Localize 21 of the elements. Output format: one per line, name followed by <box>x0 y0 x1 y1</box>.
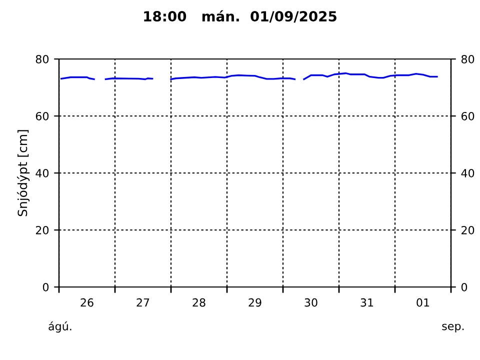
y2-tick-label: 80 <box>461 54 474 64</box>
text: sep. <box>442 324 464 332</box>
x-tick-label: 30 <box>304 298 318 307</box>
y-tick-label: 20 <box>36 226 49 234</box>
y2-tick-label: 40 <box>461 168 474 178</box>
y2-tick-label: 20 <box>462 226 474 234</box>
y-tick-label: 80 <box>36 54 49 64</box>
x-tick-label: 26 <box>80 298 94 307</box>
x-tick-label: 31 <box>360 298 374 307</box>
x-tick-label: 29 <box>248 298 262 307</box>
x-tick-label: 28 <box>192 298 206 307</box>
y-tick-label: 60 <box>36 112 49 120</box>
y2-tick-label: 60 <box>462 112 474 120</box>
x-tick-label: 01 <box>416 298 430 307</box>
x-tick-label: 27 <box>136 298 150 307</box>
chart-title: 18:00 mán. 01/09/2025 <box>144 10 336 23</box>
y2-tick-label: 0 <box>461 282 468 292</box>
text: ágú. <box>48 321 72 333</box>
y-tick-label: 40 <box>36 168 49 178</box>
y-tick-label: 0 <box>42 282 49 292</box>
y-axis-title: Snjódýpt [cm] <box>16 130 30 216</box>
